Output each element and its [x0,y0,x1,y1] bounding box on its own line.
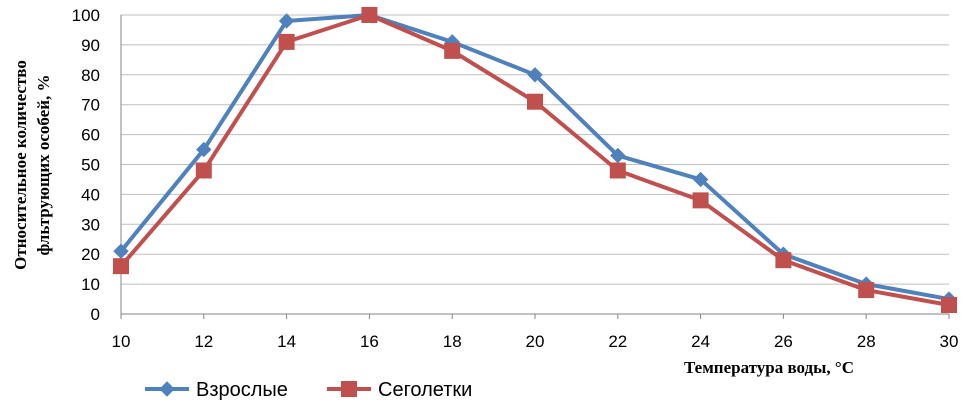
square-marker [609,162,626,179]
y-axis-title-line-2: фльтрующих особей, % [34,74,53,255]
x-tick-label: 12 [194,332,213,351]
x-tick-label: 16 [360,332,379,351]
y-tick-label: 40 [81,185,100,204]
series-line [119,13,950,302]
square-marker [858,282,875,299]
diamond-marker [196,141,212,158]
square-marker [278,33,295,50]
square-marker [195,162,212,179]
y-axis-title-line-1: Относительное количество [11,60,30,270]
y-tick-label: 0 [91,305,100,324]
square-marker [527,93,543,110]
square-marker [941,297,957,314]
y-tick-label: 80 [81,66,100,85]
x-tick-label: 22 [608,332,627,351]
legend-diamond-marker [159,381,175,397]
y-tick-label: 70 [81,96,100,115]
y-tick-label: 20 [81,245,100,264]
x-tick-label: 20 [526,332,545,351]
legend-label: Сеголетки [378,379,472,401]
y-tick-labels: 0 10 20 30 40 50 60 70 80 90 100 [72,6,100,324]
x-tick-label: 10 [112,332,131,351]
square-marker [692,192,709,209]
data-series [113,7,957,314]
y-tick-label: 50 [81,156,100,175]
legend-entry: Взрослые [145,379,288,401]
series-2 [113,7,957,314]
series-line [119,13,950,307]
diamond-marker [692,171,709,188]
legend: Взрослые Сеголетки [145,379,472,401]
x-tick-labels: 10 12 14 16 18 20 22 24 26 28 30 [112,332,959,351]
y-tick-label: 100 [72,6,100,25]
series-1 [113,7,957,307]
square-marker [361,7,378,23]
diamond-marker [527,67,543,83]
x-tick-label: 30 [940,332,959,351]
legend-label: Взрослые [196,379,288,401]
x-axis-title: Температура воды, °С [684,358,854,377]
gridlines [121,14,949,285]
square-marker [113,258,129,275]
square-marker [775,252,792,269]
y-tick-label: 30 [81,215,100,234]
square-marker [444,42,461,59]
y-tick-label: 60 [81,126,100,145]
y-tick-label: 90 [81,36,100,55]
x-tick-label: 26 [774,332,793,351]
diamond-marker [278,13,295,29]
x-tick-label: 14 [277,332,296,351]
x-tick-label: 18 [443,332,462,351]
x-tick-label: 24 [691,332,710,351]
y-tick-label: 10 [81,275,100,294]
legend-square-marker [341,381,357,397]
x-tick-label: 28 [857,332,876,351]
legend-entry: Сеголетки [327,379,472,401]
